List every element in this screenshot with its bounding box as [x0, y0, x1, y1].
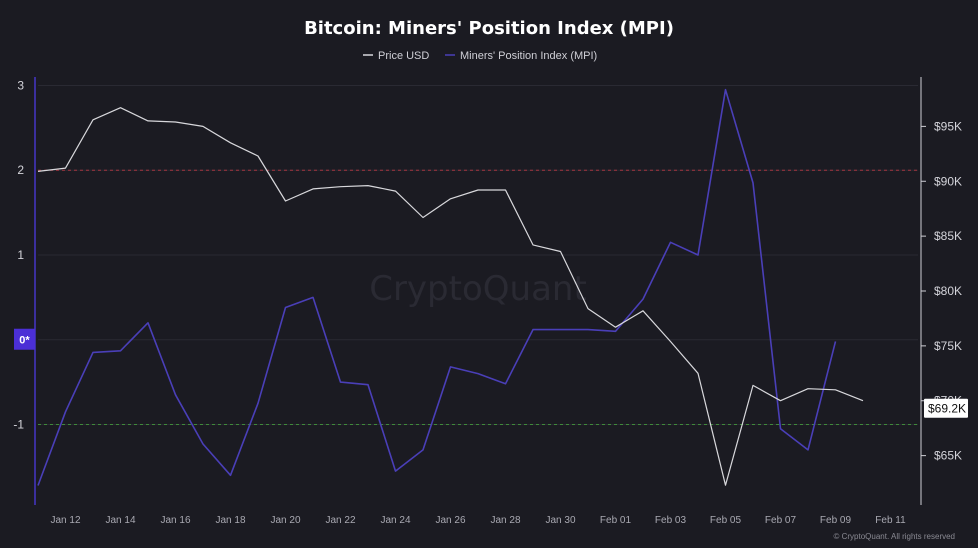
right-tick-label: $75K — [934, 339, 962, 353]
x-tick-label: Feb 03 — [655, 515, 687, 526]
legend: Price USD Miners' Position Index (MPI) — [363, 50, 597, 62]
x-tick-label: Feb 09 — [820, 515, 852, 526]
left-tick-label: -1 — [13, 417, 24, 431]
left-tick-label: 1 — [17, 248, 24, 262]
left-tick-label: 0* — [19, 335, 30, 347]
x-tick-label: Feb 07 — [765, 515, 797, 526]
last-price-label: $69.2K — [928, 402, 966, 416]
right-tick-label: $65K — [934, 449, 962, 463]
right-tick-label: $85K — [934, 229, 962, 243]
mpi-series-line — [37, 88, 837, 486]
x-tick-label: Jan 28 — [490, 515, 520, 526]
last-price-tag: $69.2K — [924, 398, 968, 418]
x-tick-label: Jan 14 — [105, 515, 135, 526]
copyright-footer: © CryptoQuant. All rights reserved — [834, 532, 956, 541]
chart-title: Bitcoin: Miners' Position Index (MPI) — [304, 18, 674, 39]
zero-badge — [14, 328, 35, 350]
x-tick-label: Jan 20 — [270, 515, 300, 526]
x-tick-label: Feb 05 — [710, 515, 742, 526]
last-price-tag-bg — [924, 398, 968, 418]
right-axis-ticks: $95K$90K$85K$80K$75K$70K$65K — [921, 119, 962, 463]
left-tick-label: 2 — [17, 163, 24, 177]
right-tick-label: $95K — [934, 119, 962, 133]
x-tick-label: Feb 11 — [875, 515, 906, 526]
x-tick-label: Feb 01 — [600, 515, 632, 526]
right-tick-label: $90K — [934, 174, 962, 188]
x-tick-label: Jan 22 — [325, 515, 355, 526]
x-tick-label: Jan 18 — [215, 515, 245, 526]
series-lines — [37, 88, 864, 486]
threshold-lines — [38, 169, 918, 425]
x-axis-ticks: Jan 12 Jan 14 Jan 16 Jan 18 Jan 20 Jan 22 Jan … — [50, 515, 906, 526]
price-series-line — [37, 107, 864, 486]
legend-mpi-label[interactable]: Miners' Position Index (MPI) — [460, 50, 597, 62]
x-tick-label: Jan 30 — [545, 515, 575, 526]
watermark: CryptoQuant — [369, 269, 587, 309]
legend-price-label[interactable]: Price USD — [378, 50, 429, 62]
left-axis-ticks: 3 2 1 0* -1 — [13, 78, 35, 431]
left-tick-label: 3 — [17, 78, 24, 92]
x-tick-label: Jan 26 — [435, 515, 465, 526]
x-tick-label: Jan 24 — [380, 515, 410, 526]
right-tick-label: $80K — [934, 284, 962, 298]
x-tick-label: Jan 12 — [50, 515, 80, 526]
x-tick-label: Jan 16 — [160, 515, 190, 526]
